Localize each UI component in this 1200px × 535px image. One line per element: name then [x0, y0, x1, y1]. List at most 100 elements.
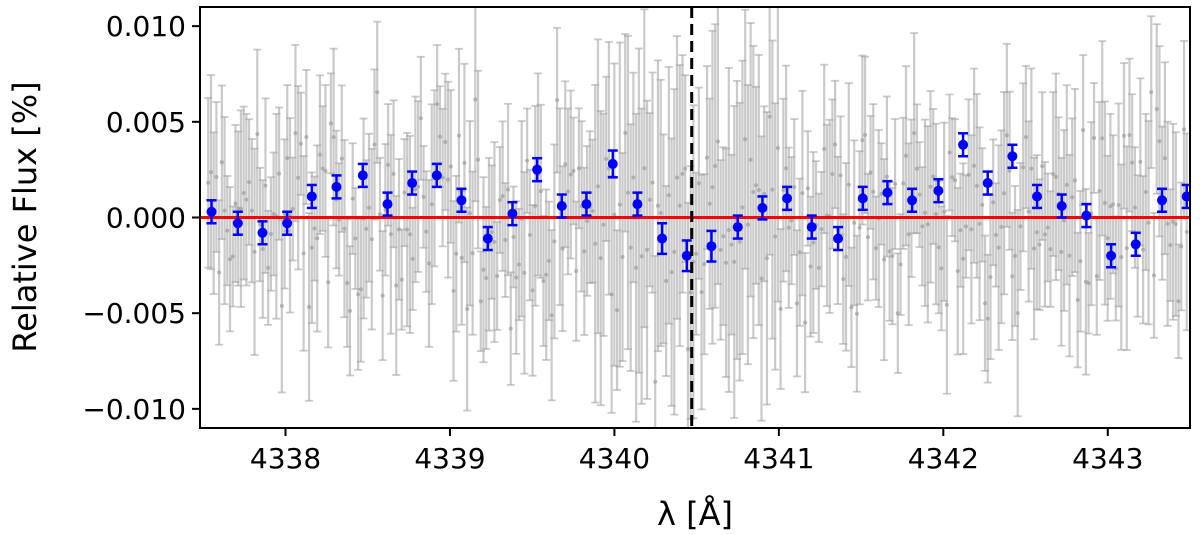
binned-point [282, 210, 293, 236]
unbinned-point [809, 151, 818, 334]
binned-point [1007, 143, 1018, 169]
unbinned-point [891, 118, 900, 250]
unbinned-point [730, 105, 739, 419]
binned-point [882, 179, 893, 206]
unbinned-point [942, 214, 951, 395]
unbinned-point [242, 112, 251, 287]
unbinned-point [326, 72, 335, 175]
unbinned-point [1169, 122, 1178, 321]
unbinned-point [637, 107, 646, 405]
unbinned-point [288, 156, 297, 262]
binned-point [206, 199, 217, 225]
unbinned-point [493, 221, 502, 331]
unbinned-point [583, 145, 592, 297]
unbinned-point [365, 132, 374, 283]
unbinned-point [716, 159, 725, 341]
binned-point [407, 170, 418, 196]
unbinned-point [784, 146, 793, 309]
unbinned-point [206, 74, 215, 271]
binned-point [431, 162, 442, 189]
x-axis-label: λ [Å] [657, 495, 733, 533]
x-tick-label: 4341 [743, 442, 814, 475]
unbinned-point [305, 212, 314, 402]
unbinned-point [1147, 15, 1156, 169]
unbinned-point [1079, 54, 1088, 207]
unbinned-point [577, 120, 586, 293]
unbinned-point [1098, 40, 1107, 237]
unbinned-point [749, 44, 758, 340]
unbinned-point [1046, 190, 1055, 308]
unbinned-point [795, 177, 804, 327]
binned-point [257, 220, 268, 246]
binned-point [1181, 183, 1190, 210]
binned-data [206, 132, 1190, 273]
unbinned-point [615, 41, 624, 368]
unbinned-point [547, 229, 556, 402]
unbinned-point [656, 78, 665, 348]
binned-point [607, 149, 618, 179]
unbinned-point [405, 134, 414, 334]
unbinned-point [424, 179, 433, 348]
x-tick-label: 4342 [908, 442, 979, 475]
unbinned-point [1163, 120, 1172, 327]
unbinned-point [738, 59, 747, 356]
y-axis: 0.010 0.005 0.000 −0.005 −0.010 [82, 10, 200, 426]
binned-point [1081, 202, 1092, 229]
binned-point [1157, 187, 1168, 214]
unbinned-point [386, 133, 395, 335]
x-tick-label: 4339 [414, 442, 485, 475]
unbinned-point [1100, 100, 1109, 306]
unbinned-point [236, 109, 245, 308]
unbinned-point [724, 67, 733, 393]
unbinned-point [1114, 102, 1123, 308]
binned-point [907, 187, 918, 214]
unbinned-point [694, 86, 703, 280]
unbinned-point [1150, 212, 1159, 339]
unbinned-point [1122, 145, 1131, 352]
unbinned-point [792, 229, 801, 378]
unbinned-point [643, 99, 652, 400]
unbinned-point [790, 118, 799, 256]
binned-point [732, 214, 743, 240]
unbinned-point [604, 41, 613, 296]
y-tick-label: 0.010 [106, 10, 186, 43]
unbinned-point [392, 195, 401, 376]
binned-point [1130, 231, 1141, 258]
unbinned-point [727, 153, 736, 336]
binned-point [1056, 193, 1067, 219]
unbinned-point [926, 90, 935, 284]
unbinned-point [978, 147, 987, 263]
unbinned-point [506, 271, 515, 386]
unbinned-point [863, 172, 872, 302]
unbinned-point [1090, 82, 1099, 194]
unbinned-point [215, 199, 224, 346]
binned-point [657, 221, 668, 256]
binned-point [1032, 183, 1043, 210]
unbinned-point [277, 218, 286, 394]
binned-point [757, 195, 768, 221]
unbinned-point [959, 162, 968, 356]
unbinned-point [247, 138, 256, 284]
binned-point [507, 200, 518, 227]
y-tick-label: 0.000 [106, 202, 186, 235]
binned-point [806, 214, 817, 240]
unbinned-point [564, 107, 573, 276]
binned-point [232, 210, 243, 236]
unbinned-point [896, 213, 905, 316]
x-tick-label: 4343 [1072, 442, 1143, 475]
unbinned-point [463, 206, 472, 412]
binned-point [482, 225, 493, 252]
unbinned-point [525, 168, 534, 302]
unbinned-point [245, 118, 254, 246]
binned-point [782, 185, 793, 212]
unbinned-point [945, 93, 954, 212]
y-axis-label: Relative Flux [%] [6, 81, 44, 352]
unbinned-point [501, 182, 510, 298]
binned-point [331, 174, 342, 200]
unbinned-point [842, 162, 851, 352]
binned-point [933, 177, 944, 204]
unbinned-point [850, 139, 859, 307]
binned-point [958, 132, 969, 158]
unbinned-point [1000, 91, 1009, 296]
